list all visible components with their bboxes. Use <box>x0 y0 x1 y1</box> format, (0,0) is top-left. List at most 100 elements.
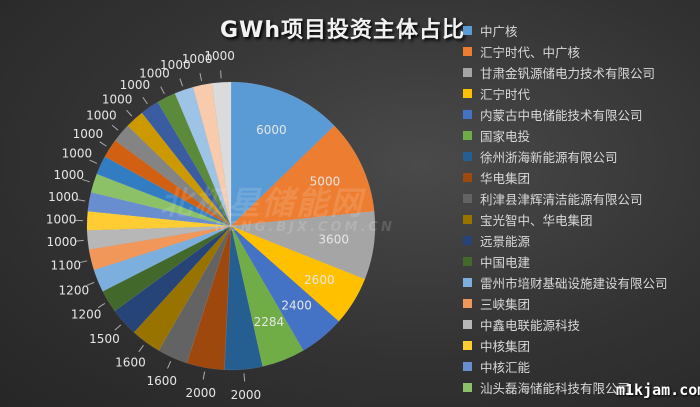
watermark-cn: 北极星储能网 <box>160 184 365 222</box>
legend-item: 三峡集团 <box>463 293 668 314</box>
pie-slice <box>93 225 232 292</box>
legend-item: 汇宁时代、中广核 <box>463 41 668 62</box>
data-label: 1000 <box>160 58 191 72</box>
data-label: 2600 <box>304 273 335 287</box>
legend-label: 中核集团 <box>480 339 531 354</box>
legend-label: 利津县津辉清洁能源有限公司 <box>480 192 643 207</box>
legend-item: 中国电建 <box>463 251 668 272</box>
pie-slice <box>104 140 232 227</box>
pie-slice <box>87 191 232 227</box>
legend-swatch <box>463 131 472 140</box>
leader-line <box>126 109 133 117</box>
leader-line <box>199 73 203 82</box>
leader-line <box>202 371 206 380</box>
legend-item: 内蒙古中电储能技术有限公司 <box>463 104 668 125</box>
legend-label: 汇宁时代 <box>480 87 531 102</box>
watermark-corner: m1kjam.com <box>616 381 700 399</box>
legend-label: 中鑫电联能源科技 <box>480 318 581 333</box>
legend-label: 三峡集团 <box>480 297 531 312</box>
legend-swatch <box>463 383 472 392</box>
legend-label: 汕头磊海储能科技有限公司 <box>480 381 631 396</box>
legend-item: 中核汇能 <box>463 356 668 377</box>
legend-label: 中国电建 <box>480 255 531 270</box>
pie-slice <box>230 125 375 227</box>
pie-chart: 6000 5000 3600 2600 2400 2284 2000 2000 16001600… <box>46 49 376 402</box>
data-label: 1000 <box>204 49 235 63</box>
legend-item: 中核集团 <box>463 335 668 356</box>
leader-line <box>179 78 184 87</box>
pie-slice <box>90 173 232 227</box>
data-label: 1600 <box>115 356 146 370</box>
legend-swatch <box>463 68 472 77</box>
leader-line <box>97 303 106 309</box>
leader-line <box>243 373 246 382</box>
pie-slice <box>133 225 232 351</box>
data-label: 1000 <box>86 109 117 123</box>
pie-slice <box>186 225 232 371</box>
legend-swatch <box>463 257 472 266</box>
leader-line <box>86 281 95 286</box>
pie-slice <box>211 81 232 227</box>
leader-line <box>77 199 86 202</box>
legend-label: 中核汇能 <box>480 360 531 375</box>
pie-slice <box>158 225 232 364</box>
pie-slice <box>88 225 232 271</box>
data-label: 1000 <box>139 67 170 81</box>
pie-slice <box>230 225 304 367</box>
leader-line <box>142 97 148 105</box>
legend-label: 远景能源 <box>480 234 531 249</box>
legend-label: 雷州市培财基础设施建设有限公司 <box>480 276 668 291</box>
legend-swatch <box>463 320 472 329</box>
leader-line <box>81 178 90 183</box>
legend-item: 中广核 <box>463 20 668 41</box>
data-label: 6000 <box>256 123 287 137</box>
legend-swatch <box>463 299 472 308</box>
leader-line <box>167 360 172 369</box>
data-label: 1000 <box>53 168 84 182</box>
data-label: 2284 <box>254 315 285 329</box>
legend-item: 汕头磊海储能科技有限公司 <box>463 377 668 398</box>
legend-item: 宝光智中、华电集团 <box>463 209 668 230</box>
data-label: 1000 <box>47 235 78 249</box>
pie-slice <box>174 86 232 227</box>
legend-label: 汇宁时代、中广核 <box>480 45 581 60</box>
legend-swatch <box>463 26 472 35</box>
leader-line <box>160 86 165 95</box>
data-label: 3600 <box>318 233 349 247</box>
legend-label: 宝光智中、华电集团 <box>480 213 593 228</box>
pie-slice <box>192 82 232 227</box>
legend-label: 徐州浙海新能源有限公司 <box>480 150 618 165</box>
legend-item: 甘肃金钒源储电力技术有限公司 <box>463 62 668 83</box>
data-label: 1200 <box>59 283 90 297</box>
legend-label: 中广核 <box>480 24 518 39</box>
leader-line <box>99 141 107 147</box>
chart-title: GWh项目投资主体占比 <box>220 18 465 43</box>
pie-slice <box>102 225 232 312</box>
legend-item: 汇宁时代 <box>463 83 668 104</box>
leader-line <box>138 345 144 353</box>
pie-slice <box>86 210 232 231</box>
data-label: 1200 <box>71 308 102 322</box>
legend-swatch <box>463 215 472 224</box>
leader-line <box>114 324 122 331</box>
leader-line <box>89 159 98 164</box>
legend-label: 华电集团 <box>480 171 531 186</box>
legend-swatch <box>463 173 472 182</box>
legend-swatch <box>463 152 472 161</box>
pie-slice <box>114 125 232 227</box>
legend-item: 华电集团 <box>463 167 668 188</box>
legend-swatch <box>463 278 472 287</box>
legend-label: 甘肃金钒源储电力技术有限公司 <box>480 66 656 81</box>
pie-slice <box>230 225 340 351</box>
leader-line <box>220 70 222 79</box>
pie-slice <box>96 156 232 227</box>
legend-item: 中鑫电联能源科技 <box>463 314 668 335</box>
legend-item: 远景能源 <box>463 230 668 251</box>
pie-slice <box>224 225 263 371</box>
pie-slice <box>86 225 232 250</box>
legend-swatch <box>463 236 472 245</box>
watermark-url: NENG.BJX.COM.CN <box>215 220 395 235</box>
legend-item: 国家电投 <box>463 125 668 146</box>
data-label: 1100 <box>50 258 81 272</box>
pie-slice <box>114 225 232 333</box>
